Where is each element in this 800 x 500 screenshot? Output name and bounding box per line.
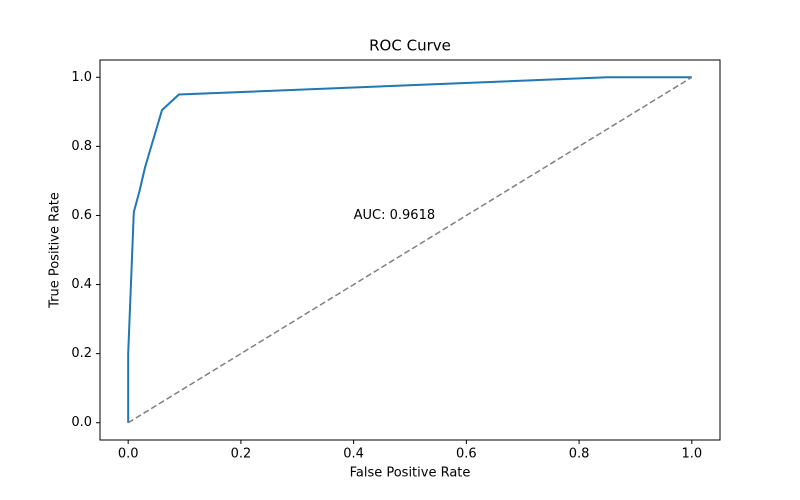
x-axis-label: False Positive Rate	[350, 466, 471, 481]
y-axis-label: True Positive Rate	[48, 192, 63, 309]
x-tick-label: 0.4	[343, 447, 364, 462]
line	[127, 76, 692, 423]
plot-frame	[99, 59, 721, 441]
chart-title: ROC Curve	[369, 37, 451, 55]
x-tick-label: 1.0	[681, 447, 702, 462]
line	[127, 76, 693, 424]
annotation: AUC: 0.9618	[354, 208, 436, 223]
x-tick-label: 0.0	[118, 447, 139, 462]
x-tick-label: 0.8	[569, 447, 590, 462]
x-tick-label: 0.6	[456, 447, 477, 462]
y-tick-label: 0.4	[71, 277, 92, 292]
y-tick-label: 0.8	[71, 139, 92, 154]
y-tick-label: 0.2	[71, 346, 92, 361]
x-tick-label: 0.2	[231, 447, 252, 462]
y-tick-label: 1.0	[71, 70, 92, 85]
y-tick-label: 0.6	[71, 208, 92, 223]
y-tick-label: 0.0	[71, 415, 92, 430]
